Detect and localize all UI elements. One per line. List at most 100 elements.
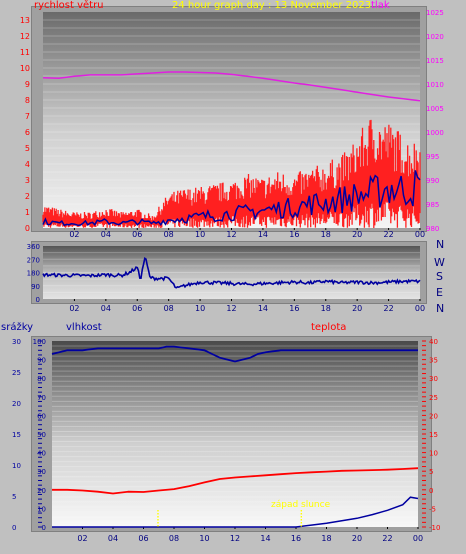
rain-label: srážky [1,322,34,333]
wind-speed-tick-label: 7 [25,112,30,121]
wind-speed-tick-label: 5 [25,144,30,153]
wind-speed-tick-label: 4 [25,160,30,169]
humidity-tick-label: 20 [37,487,46,495]
temperature-tick-label: 0 [429,487,433,495]
humidity-tick-label: 30 [37,468,46,476]
rain-tick-label: 15 [12,431,21,439]
direction-x-label: 06 [132,304,142,313]
wind-x-label: 18 [321,230,331,239]
wind-speed-tick-label: 13 [20,16,30,25]
pressure-tick-label: 980 [426,225,439,233]
wind-speed-tick-label: 11 [20,48,30,57]
compass-east: E [436,286,443,299]
wind-x-label: 10 [195,230,205,239]
wind-speed-tick-label: 6 [25,128,30,137]
bottom-panel-plot [52,341,418,527]
wind-speed-tick-label: 3 [25,176,30,185]
direction-tick-label: 90 [31,283,40,291]
bottom-x-label: 14 [260,534,270,543]
wind-direction-series [42,256,421,289]
temperature-tick-label: 25 [429,394,438,402]
compass-south: S [436,270,443,283]
wind-x-label: 08 [164,230,174,239]
wind-speed-tick-label: 2 [25,192,30,201]
compass-west: W [434,256,445,269]
wind-x-label: 22 [383,230,393,239]
direction-x-label: 18 [321,304,331,313]
wind-x-label: 14 [258,230,268,239]
sunset-label: západ slunce [271,500,331,510]
temperature-tick-label: 35 [429,357,438,365]
humidity-tick-label: 60 [37,412,46,420]
direction-x-label: 16 [289,304,299,313]
humidity-tick-label: 10 [37,505,46,513]
wind-x-label: 06 [132,230,142,239]
bottom-x-label: 10 [199,534,209,543]
temperature-label: teplota [311,322,347,333]
y-axis-labels: 0123456789101112139809859909951000100510… [12,9,444,532]
bottom-x-label: 00 [413,534,423,543]
rain-tick-label: 10 [12,462,21,470]
x-axis-labels: 02 04 06 08 10 12 14 16 18 20 22 00 02 04 06 08 10 12 14 16… [69,230,425,543]
temperature-series [52,467,419,495]
temperature-tick-label: -5 [429,505,436,513]
humidity-tick-label: 100 [33,338,46,346]
rain-tick-label: 5 [12,493,16,501]
rain-tick-label: 25 [12,369,21,377]
direction-panel-plot [43,246,420,299]
pressure-tick-label: 1000 [426,129,444,137]
wind-speed-tick-label: 1 [25,208,30,217]
wind-average-series [42,170,421,227]
bottom-x-label: 18 [321,534,331,543]
temperature-tick-label: 20 [429,412,438,420]
wind-speed-tick-label: 10 [20,64,30,73]
wind-x-label: 12 [226,230,236,239]
direction-tick-label: 180 [27,270,40,278]
pressure-tick-label: 1010 [426,81,444,89]
bottom-x-label: 04 [108,534,118,543]
pressure-tick-label: 1015 [426,57,444,65]
direction-x-label: 04 [101,304,111,313]
temperature-tick-label: 5 [429,468,433,476]
humidity-series [51,345,418,363]
humidity-tick-label: 40 [37,450,46,458]
direction-x-label: 12 [226,304,236,313]
direction-x-label: 22 [383,304,393,313]
bottom-x-label: 02 [77,534,87,543]
humidity-label: vlhkost [66,322,102,333]
humidity-tick-label: 90 [37,357,46,365]
bottom-x-label: 08 [169,534,179,543]
temperature-tick-label: 10 [429,450,438,458]
temperature-tick-label: 15 [429,431,438,439]
compass-north-top: N [436,238,445,251]
temperature-tick-label: 40 [429,338,438,346]
wind-speed-tick-label: 0 [25,224,30,233]
humidity-tick-label: 0 [42,524,46,532]
direction-x-label: 14 [258,304,268,313]
pressure-tick-label: 1020 [426,33,444,41]
direction-x-label: 08 [164,304,174,313]
rain-tick-label: 30 [12,338,21,346]
direction-tick-label: 360 [27,243,40,251]
wind-x-label: 16 [289,230,299,239]
direction-tick-label: 0 [36,296,40,304]
pressure-tick-label: 985 [426,201,439,209]
wind-speed-label: rychlost větru [34,0,104,11]
direction-tick-label: 270 [27,256,40,264]
wind-speed-tick-label: 9 [25,80,30,89]
humidity-tick-label: 80 [37,375,46,383]
humidity-tick-label: 50 [37,431,46,439]
direction-x-label: 02 [69,304,79,313]
temperature-tick-label: -10 [429,524,440,532]
pressure-label: tlak [371,0,390,11]
temperature-tick-label: 30 [429,375,438,383]
direction-x-label: 00 [415,304,425,313]
rain-tick-label: 20 [12,400,21,408]
direction-x-label: 20 [352,304,362,313]
bottom-x-label: 22 [382,534,392,543]
wind-speed-tick-label: 12 [20,32,30,41]
rain-tick-label: 0 [12,524,16,532]
bottom-x-label: 20 [352,534,362,543]
